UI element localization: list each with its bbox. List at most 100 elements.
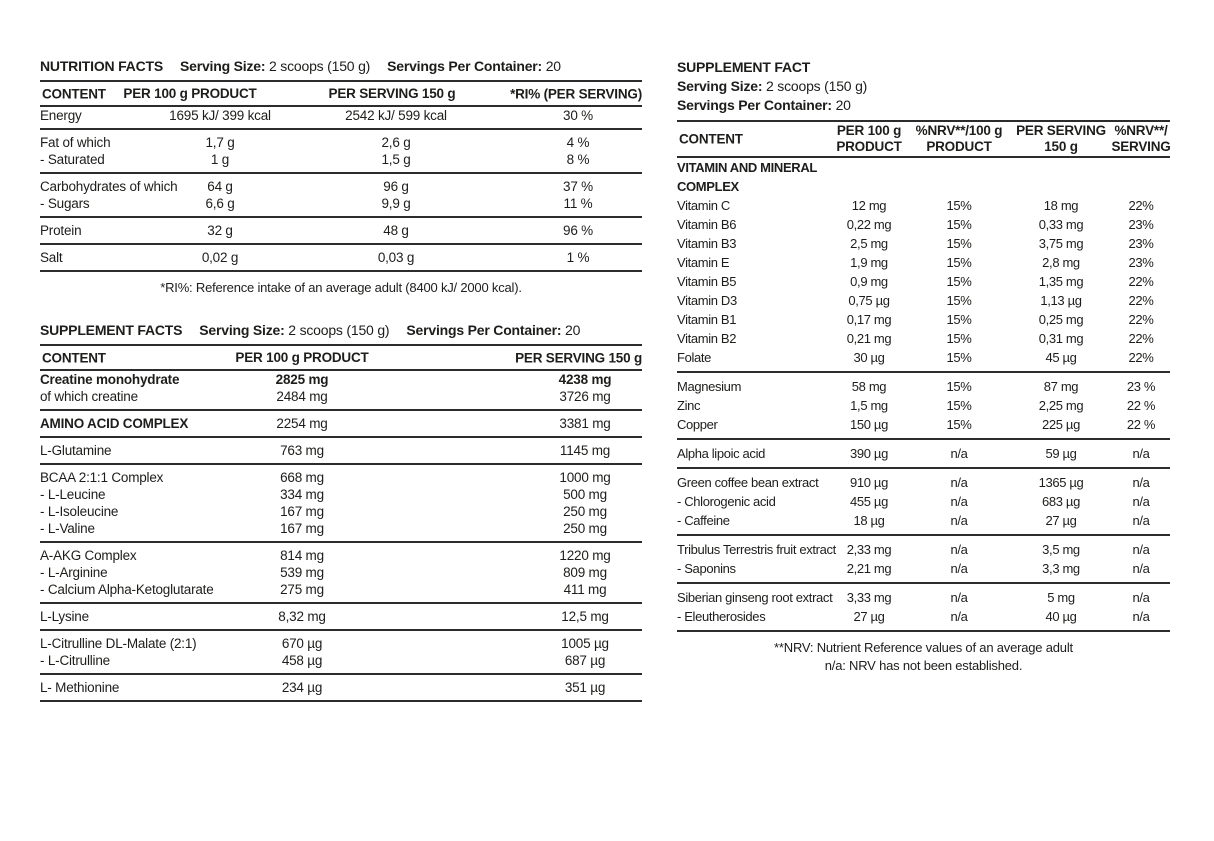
row-label: Magnesium — [677, 379, 742, 394]
row-value-per-100g: 0,02 g — [201, 250, 239, 265]
row-value-per-serving: 1,5 g — [381, 152, 411, 167]
table-row: Vitamin C 12 mg 15% 18 mg 22% — [677, 196, 1170, 215]
row-value-nrv-100g: n/a — [950, 561, 968, 576]
row-label: Green coffee bean extract — [677, 475, 819, 490]
row-value-per-100g: 32 g — [207, 223, 233, 238]
table-row: of which creatine 2484 mg 3726 mg — [40, 388, 642, 411]
table-row: L-Lysine 8,32 mg 12,5 mg — [40, 604, 642, 631]
serving-size-value: 2 scoops (150 g) — [766, 78, 868, 94]
row-value-ri-percent: 11 % — [563, 196, 593, 211]
row-value-per-serving: 9,9 g — [381, 196, 411, 211]
row-value-per-100g: 0,22 mg — [846, 217, 892, 232]
serving-size: Serving Size: 2 scoops (150 g) — [199, 322, 389, 338]
row-label: Folate — [677, 350, 712, 365]
row-value-per-serving: 1365 µg — [1038, 475, 1084, 490]
row-value-nrv-serving: 22% — [1128, 312, 1154, 327]
row-value-per-100g: 2,5 mg — [850, 236, 888, 251]
row-value-nrv-serving: 23% — [1128, 255, 1154, 270]
nutrition-facts-title-row: NUTRITION FACTS Serving Size: 2 scoops (… — [40, 58, 642, 80]
row-label: - Sugars — [40, 196, 90, 211]
row-value-nrv-serving: n/a — [1132, 561, 1150, 576]
table-row: Zinc 1,5 mg 15% 2,25 mg 22 % — [677, 396, 1170, 415]
row-value-per-100g: 1,5 mg — [850, 398, 888, 413]
row-label: - L-Leucine — [40, 487, 106, 502]
row-value-nrv-serving: 23 % — [1126, 379, 1156, 394]
table-row: - L-Citrulline 458 µg 687 µg — [40, 652, 642, 675]
header-content: CONTENT — [42, 350, 106, 365]
row-label: - L-Valine — [40, 521, 95, 536]
nutrition-facts-rows: Energy 1695 kJ/ 399 kcal 2542 kJ/ 599 kc… — [40, 107, 642, 272]
row-value-nrv-100g: n/a — [950, 513, 968, 528]
serving-size: Serving Size: 2 scoops (150 g) — [677, 77, 1170, 96]
row-value-per-100g: 18 µg — [853, 513, 885, 528]
row-value-nrv-serving: n/a — [1132, 446, 1150, 461]
row-value-per-100g: 30 µg — [853, 350, 885, 365]
vitamin-mineral-table: SUPPLEMENT FACT Serving Size: 2 scoops (… — [677, 58, 1171, 675]
table-row: L-Citrulline DL-Malate (2:1) 670 µg 1005… — [40, 631, 642, 652]
table-title: NUTRITION FACTS — [40, 58, 163, 74]
row-label: - Saponins — [677, 561, 736, 576]
supplement-facts-title-row: SUPPLEMENT FACTS Serving Size: 2 scoops … — [40, 322, 642, 344]
header-per-100g: PER 100 g PRODUCT — [123, 85, 257, 101]
row-value-per-100g: 167 mg — [280, 504, 324, 519]
table-row: - L-Arginine 539 mg 809 mg — [40, 564, 642, 581]
row-value-per-100g: 234 µg — [281, 680, 323, 695]
vitamin-table-rows: VITAMIN AND MINERAL COMPLEX Vitamin C 12… — [677, 158, 1170, 632]
table-row: Protein 32 g 48 g 96 % — [40, 218, 642, 245]
row-value-per-100g: 58 mg — [851, 379, 887, 394]
row-value-per-serving: 250 mg — [563, 521, 607, 536]
row-value-per-100g: 0,75 µg — [848, 293, 890, 308]
table-row: - L-Leucine 334 mg 500 mg — [40, 486, 642, 503]
row-value-per-serving: 0,03 g — [377, 250, 415, 265]
row-value-per-100g: 27 µg — [853, 609, 885, 624]
row-label: Protein — [40, 223, 82, 238]
row-value-per-serving: 4238 mg — [558, 372, 612, 387]
row-value-per-100g: 2254 mg — [276, 416, 328, 431]
row-value-per-100g: 814 mg — [280, 548, 324, 563]
row-label: Fat of which — [40, 135, 111, 150]
table-title: SUPPLEMENT FACTS — [40, 322, 183, 338]
row-label: Creatine monohydrate — [40, 372, 180, 387]
row-label: - L-Arginine — [40, 565, 108, 580]
row-label: AMINO ACID COMPLEX — [40, 416, 189, 431]
serving-size-label: Serving Size: — [180, 58, 266, 74]
row-value-per-100g: 1 g — [210, 152, 230, 167]
row-label: L-Glutamine — [40, 443, 112, 458]
row-value-per-100g: 0,21 mg — [846, 331, 892, 346]
row-value-per-100g: 910 µg — [850, 475, 888, 490]
row-value-per-100g: 12 mg — [851, 198, 887, 213]
row-label: Vitamin E — [677, 255, 730, 270]
header-nrv-serving: %NRV**/ SERVING — [1111, 123, 1171, 154]
serving-size: Serving Size: 2 scoops (150 g) — [180, 58, 370, 74]
row-value-nrv-100g: 15% — [946, 312, 972, 327]
row-value-ri-percent: 30 % — [563, 108, 593, 123]
row-value-per-100g: 167 mg — [280, 521, 324, 536]
row-value-per-serving: 250 mg — [563, 504, 607, 519]
row-value-nrv-serving: 22% — [1128, 293, 1154, 308]
serving-size-value: 2 scoops (150 g) — [288, 322, 390, 338]
row-label: Vitamin B2 — [677, 331, 737, 346]
row-value-per-100g: 0,9 mg — [850, 274, 888, 289]
row-value-per-serving: 48 g — [383, 223, 409, 238]
row-value-nrv-serving: 22% — [1128, 198, 1154, 213]
row-value-nrv-serving: n/a — [1132, 590, 1150, 605]
row-value-per-100g: 275 mg — [280, 582, 324, 597]
row-value-per-serving: 500 mg — [563, 487, 607, 502]
row-label: Tribulus Terrestris fruit extract — [677, 542, 836, 557]
supplement-facts-header-row: CONTENT PER 100 g PRODUCT PER SERVING 15… — [40, 344, 642, 371]
servings-label: Servings Per Container: — [387, 58, 543, 74]
row-value-nrv-serving: n/a — [1132, 542, 1150, 557]
table-row: Vitamin B6 0,22 mg 15% 0,33 mg 23% — [677, 215, 1170, 234]
row-value-per-serving: 1005 µg — [561, 636, 609, 651]
footnote-line-1: **NRV: Nutrient Reference values of an a… — [774, 640, 1073, 655]
row-value-per-100g: 334 mg — [280, 487, 324, 502]
row-value-per-serving: 3,75 mg — [1038, 236, 1084, 251]
nutrition-facts-table: NUTRITION FACTS Serving Size: 2 scoops (… — [40, 58, 642, 297]
table-row: Vitamin B1 0,17 mg 15% 0,25 mg 22% — [677, 310, 1170, 329]
row-value-per-serving: 683 µg — [1042, 494, 1080, 509]
row-label: Zinc — [677, 398, 701, 413]
row-label: L- Methionine — [40, 680, 120, 695]
row-label: Copper — [677, 417, 718, 432]
row-value-per-serving: 96 g — [383, 179, 409, 194]
table-row: - Calcium Alpha-Ketoglutarate 275 mg 411… — [40, 581, 642, 604]
